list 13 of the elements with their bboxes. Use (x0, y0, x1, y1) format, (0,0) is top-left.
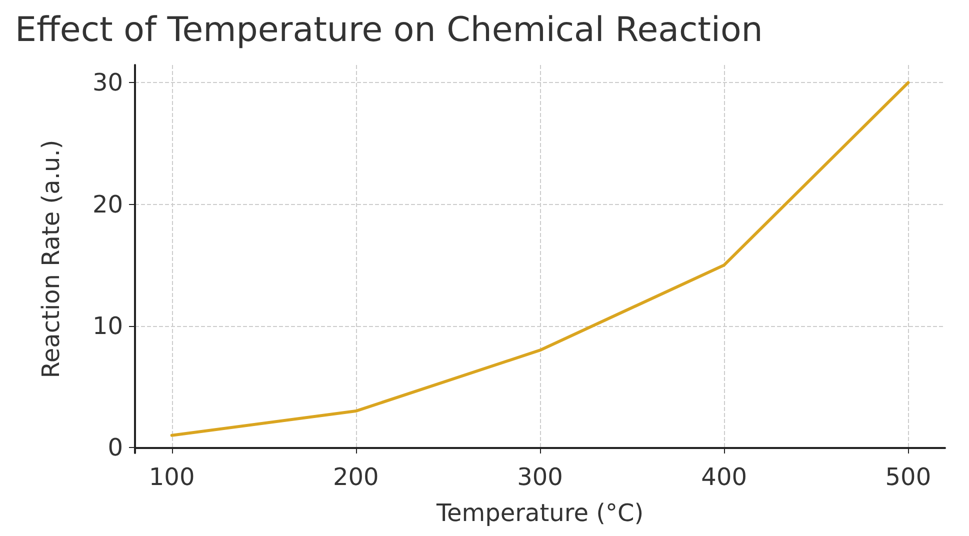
y-tick-label: 0 (108, 434, 123, 462)
y-tick-label: 20 (92, 190, 123, 218)
line-series (170, 81, 910, 437)
y-tick-label: 10 (92, 312, 123, 340)
y-tick-label: 30 (92, 68, 123, 97)
x-axis-title: Temperature (°C) (435, 499, 644, 527)
x-tick-label: 400 (701, 463, 747, 491)
chart-title: Effect of Temperature on Chemical Reaction (15, 10, 763, 50)
x-tick-label: 100 (148, 463, 195, 491)
x-tick-label: 300 (517, 463, 563, 491)
x-tick-label: 200 (333, 463, 379, 491)
y-axis-title: Reaction Rate (a.u.) (37, 140, 65, 378)
x-tick-label: 500 (885, 463, 932, 491)
